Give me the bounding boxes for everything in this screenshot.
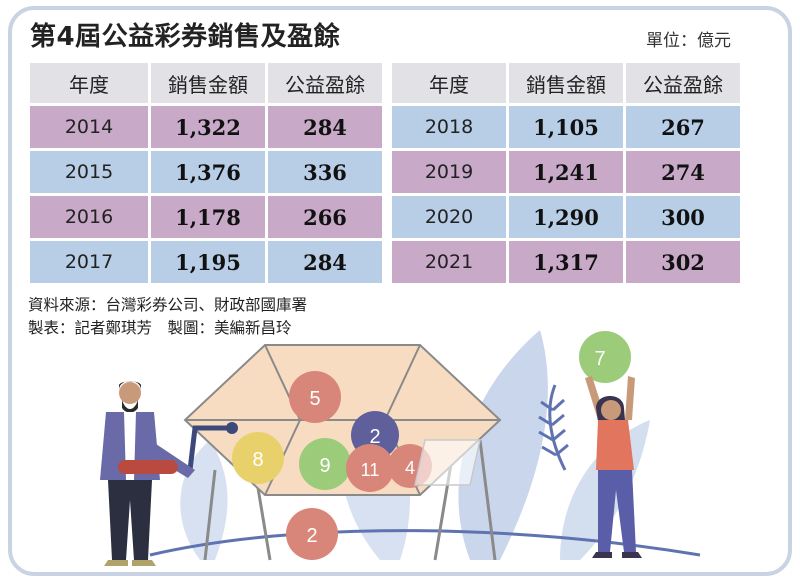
year-cell: 2015 bbox=[30, 151, 148, 193]
header-surplus: 公益盈餘 bbox=[268, 63, 382, 103]
year-cell: 2019 bbox=[392, 151, 506, 193]
table-row: 2020 1,290 300 bbox=[392, 196, 740, 238]
svg-text:9: 9 bbox=[319, 455, 330, 477]
surplus-cell: 284 bbox=[268, 106, 382, 148]
surplus-cell: 267 bbox=[626, 106, 740, 148]
page-title: 第4屆公益彩券銷售及盈餘 bbox=[30, 22, 341, 52]
svg-text:4: 4 bbox=[405, 458, 415, 478]
year-cell: 2016 bbox=[30, 196, 148, 238]
table-row: 2016 1,178 266 bbox=[30, 196, 382, 238]
svg-text:7: 7 bbox=[594, 348, 605, 370]
year-cell: 2020 bbox=[392, 196, 506, 238]
svg-text:2: 2 bbox=[369, 426, 380, 448]
ball-5: 5 bbox=[289, 371, 341, 423]
svg-text:5: 5 bbox=[309, 388, 320, 410]
woman-figure: 7 bbox=[579, 331, 642, 558]
surplus-cell: 266 bbox=[268, 196, 382, 238]
table-row: 2019 1,241 274 bbox=[392, 151, 740, 193]
sales-table-left: 年度 銷售金額 公益盈餘 2014 1,322 284 2015 1,376 3… bbox=[27, 60, 385, 286]
sales-cell: 1,322 bbox=[151, 106, 265, 148]
sales-cell: 1,241 bbox=[509, 151, 623, 193]
ground-line bbox=[149, 529, 701, 557]
table-row: 2015 1,376 336 bbox=[30, 151, 382, 193]
sales-cell: 1,105 bbox=[509, 106, 623, 148]
header-sales: 銷售金額 bbox=[509, 63, 623, 103]
drum-window bbox=[414, 439, 481, 486]
sales-cell: 1,376 bbox=[151, 151, 265, 193]
surplus-cell: 274 bbox=[626, 151, 740, 193]
table-row: 2021 1,317 302 bbox=[392, 241, 740, 283]
man-figure bbox=[100, 381, 195, 566]
ball-7: 7 bbox=[579, 331, 631, 383]
year-cell: 2021 bbox=[392, 241, 506, 283]
surplus-cell: 284 bbox=[268, 241, 382, 283]
year-cell: 2014 bbox=[30, 106, 148, 148]
header-sales: 銷售金額 bbox=[151, 63, 265, 103]
svg-text:8: 8 bbox=[252, 449, 263, 471]
source-note: 資料來源：台灣彩券公司、財政部國庫署 bbox=[28, 296, 308, 314]
ball-9: 9 bbox=[299, 438, 351, 490]
ball-11: 11 bbox=[346, 444, 394, 492]
table-header-row: 年度 銷售金額 公益盈餘 bbox=[392, 63, 740, 103]
svg-text:11: 11 bbox=[361, 460, 380, 480]
ball-2-red: 2 bbox=[286, 508, 338, 560]
sales-cell: 1,178 bbox=[151, 196, 265, 238]
surplus-cell: 336 bbox=[268, 151, 382, 193]
table-header-row: 年度 銷售金額 公益盈餘 bbox=[30, 63, 382, 103]
sales-cell: 1,317 bbox=[509, 241, 623, 283]
svg-text:2: 2 bbox=[306, 525, 317, 547]
lottery-illustration: 5 2 8 9 11 4 2 7 bbox=[100, 330, 701, 566]
surplus-cell: 300 bbox=[626, 196, 740, 238]
table-row: 2017 1,195 284 bbox=[30, 241, 382, 283]
year-cell: 2018 bbox=[392, 106, 506, 148]
leaf-decoration bbox=[538, 384, 569, 471]
year-cell: 2017 bbox=[30, 241, 148, 283]
surplus-cell: 302 bbox=[626, 241, 740, 283]
sales-cell: 1,195 bbox=[151, 241, 265, 283]
header-year: 年度 bbox=[392, 63, 506, 103]
sales-cell: 1,290 bbox=[509, 196, 623, 238]
ball-8: 8 bbox=[232, 432, 284, 484]
header-surplus: 公益盈餘 bbox=[626, 63, 740, 103]
unit-label: 單位：億元 bbox=[646, 31, 731, 51]
drum-crank bbox=[187, 422, 238, 471]
credit-note: 製表：記者鄭琪芳 製圖：美編新昌玲 bbox=[28, 319, 292, 337]
table-row: 2018 1,105 267 bbox=[392, 106, 740, 148]
header-year: 年度 bbox=[30, 63, 148, 103]
table-row: 2014 1,322 284 bbox=[30, 106, 382, 148]
sales-table-right: 年度 銷售金額 公益盈餘 2018 1,105 267 2019 1,241 2… bbox=[389, 60, 743, 286]
